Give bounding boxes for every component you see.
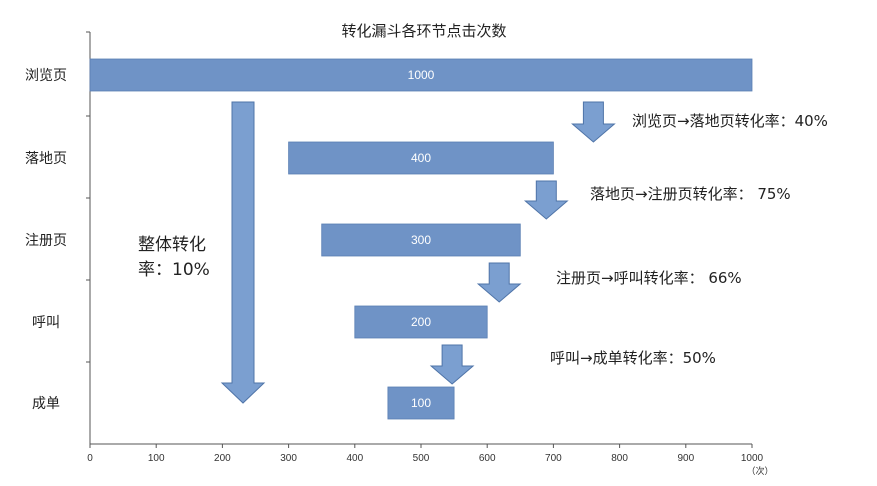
funnel-bar	[354, 305, 488, 339]
step-conversion-arrow	[429, 344, 475, 385]
step-conversion-arrow	[523, 180, 569, 220]
x-tick-label: 900	[677, 453, 694, 464]
x-tick-label: 0	[87, 453, 93, 464]
bar-value-label: 300	[411, 233, 431, 247]
category-label: 呼叫	[32, 315, 60, 331]
overall-conversion-line2: 率：10%	[138, 260, 210, 280]
overall-conversion-arrow	[220, 101, 266, 404]
step-conversion-arrow	[476, 262, 522, 303]
x-tick-label: 300	[280, 453, 297, 464]
funnel-bar	[321, 223, 521, 257]
bars-layer: 1000 400 300 200 100	[89, 58, 753, 420]
step-conversion-label: 落地页→注册页转化率： 75%	[590, 185, 791, 203]
bar-value-label: 200	[411, 315, 431, 329]
x-tick-label: 800	[611, 453, 628, 464]
step-conversion-label: 呼叫→成单转化率：50%	[550, 349, 716, 367]
step-conversion-arrow	[571, 101, 616, 143]
category-label: 落地页	[25, 151, 67, 167]
axis-layer: 0 100 200 300 400 500 600 700 800 900 1000 浏览页落地页注册…	[25, 31, 764, 464]
funnel-bar	[89, 58, 753, 92]
step-conversion-label: 浏览页→落地页转化率：40%	[632, 112, 828, 130]
x-tick-label: 100	[148, 453, 165, 464]
overall-conversion-line1: 整体转化	[138, 235, 206, 255]
category-label: 浏览页	[25, 68, 67, 84]
step-conversion-label: 注册页→呼叫转化率： 66%	[556, 269, 742, 287]
x-tick-label: 600	[479, 453, 496, 464]
bar-value-label: 400	[411, 151, 431, 165]
funnel-bar	[387, 386, 455, 420]
category-label: 注册页	[25, 233, 67, 249]
x-tick-label: 500	[413, 453, 430, 464]
bar-value-label: 1000	[408, 68, 435, 82]
x-tick-label: 200	[214, 453, 231, 464]
funnel-bar	[288, 141, 554, 175]
x-axis-unit: （次）	[746, 465, 773, 477]
x-tick-label: 1000	[741, 453, 764, 464]
bar-value-label: 100	[411, 396, 431, 410]
x-tick-label: 400	[346, 453, 363, 464]
category-label: 成单	[32, 396, 60, 412]
chart-title: 转化漏斗各环节点击次数	[341, 22, 506, 40]
arrows-layer: 浏览页→落地页转化率：40% 落地页→注册页转化率： 75% 注册页→呼叫转化率： …	[220, 101, 828, 404]
x-tick-label: 700	[545, 453, 562, 464]
overall-conversion: 整体转化 率：10%	[138, 235, 210, 280]
